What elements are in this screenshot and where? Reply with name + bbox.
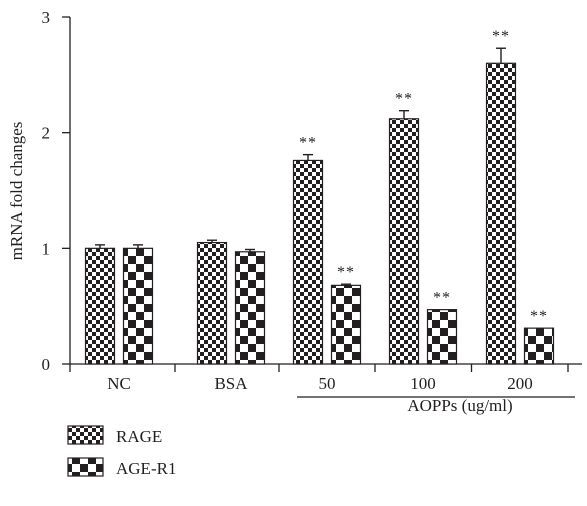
x-tick-label: 200 [507, 374, 533, 393]
legend-label-age-r1: AGE-R1 [116, 459, 176, 478]
bar-rage-NC [84, 247, 116, 365]
significance-mark: ** [433, 290, 451, 307]
group-axis-label: AOPPs (ug/ml) [407, 396, 512, 415]
significance-mark: ** [337, 264, 355, 281]
x-tick-label: BSA [214, 374, 248, 393]
y-tick-label: 1 [42, 239, 51, 258]
bar-age-r1-200 [523, 327, 555, 365]
significance-mark: ** [395, 91, 413, 108]
legend: RAGE AGE-R1 [67, 425, 176, 478]
legend-swatch-rage [67, 425, 104, 445]
bar-rage-50 [292, 159, 324, 365]
legend-swatch-age-r1 [67, 457, 104, 477]
significance-mark: ** [530, 308, 548, 325]
bar-age-r1-100 [426, 309, 458, 365]
plot-area: 0 1 2 3 NC BSA 50 100 200 ** ** ** ** ** ** [42, 8, 582, 398]
bar-rage-100 [388, 118, 420, 365]
significance-mark: ** [492, 28, 510, 45]
bar-rage-BSA [196, 241, 228, 365]
significance-mark: ** [299, 135, 317, 152]
bar-age-r1-BSA [234, 251, 266, 365]
y-axis-title: mRNA fold changes [7, 122, 26, 261]
bar-age-r1-NC [122, 247, 154, 365]
legend-label-rage: RAGE [116, 427, 162, 446]
bar-rage-200 [485, 62, 517, 365]
y-tick-label: 0 [42, 355, 51, 374]
x-tick-label: 100 [410, 374, 436, 393]
x-tick-label: NC [107, 374, 131, 393]
x-tick-label: 50 [319, 374, 336, 393]
y-tick-label: 3 [42, 8, 51, 27]
bar-age-r1-50 [330, 284, 362, 365]
y-tick-label: 2 [42, 124, 51, 143]
